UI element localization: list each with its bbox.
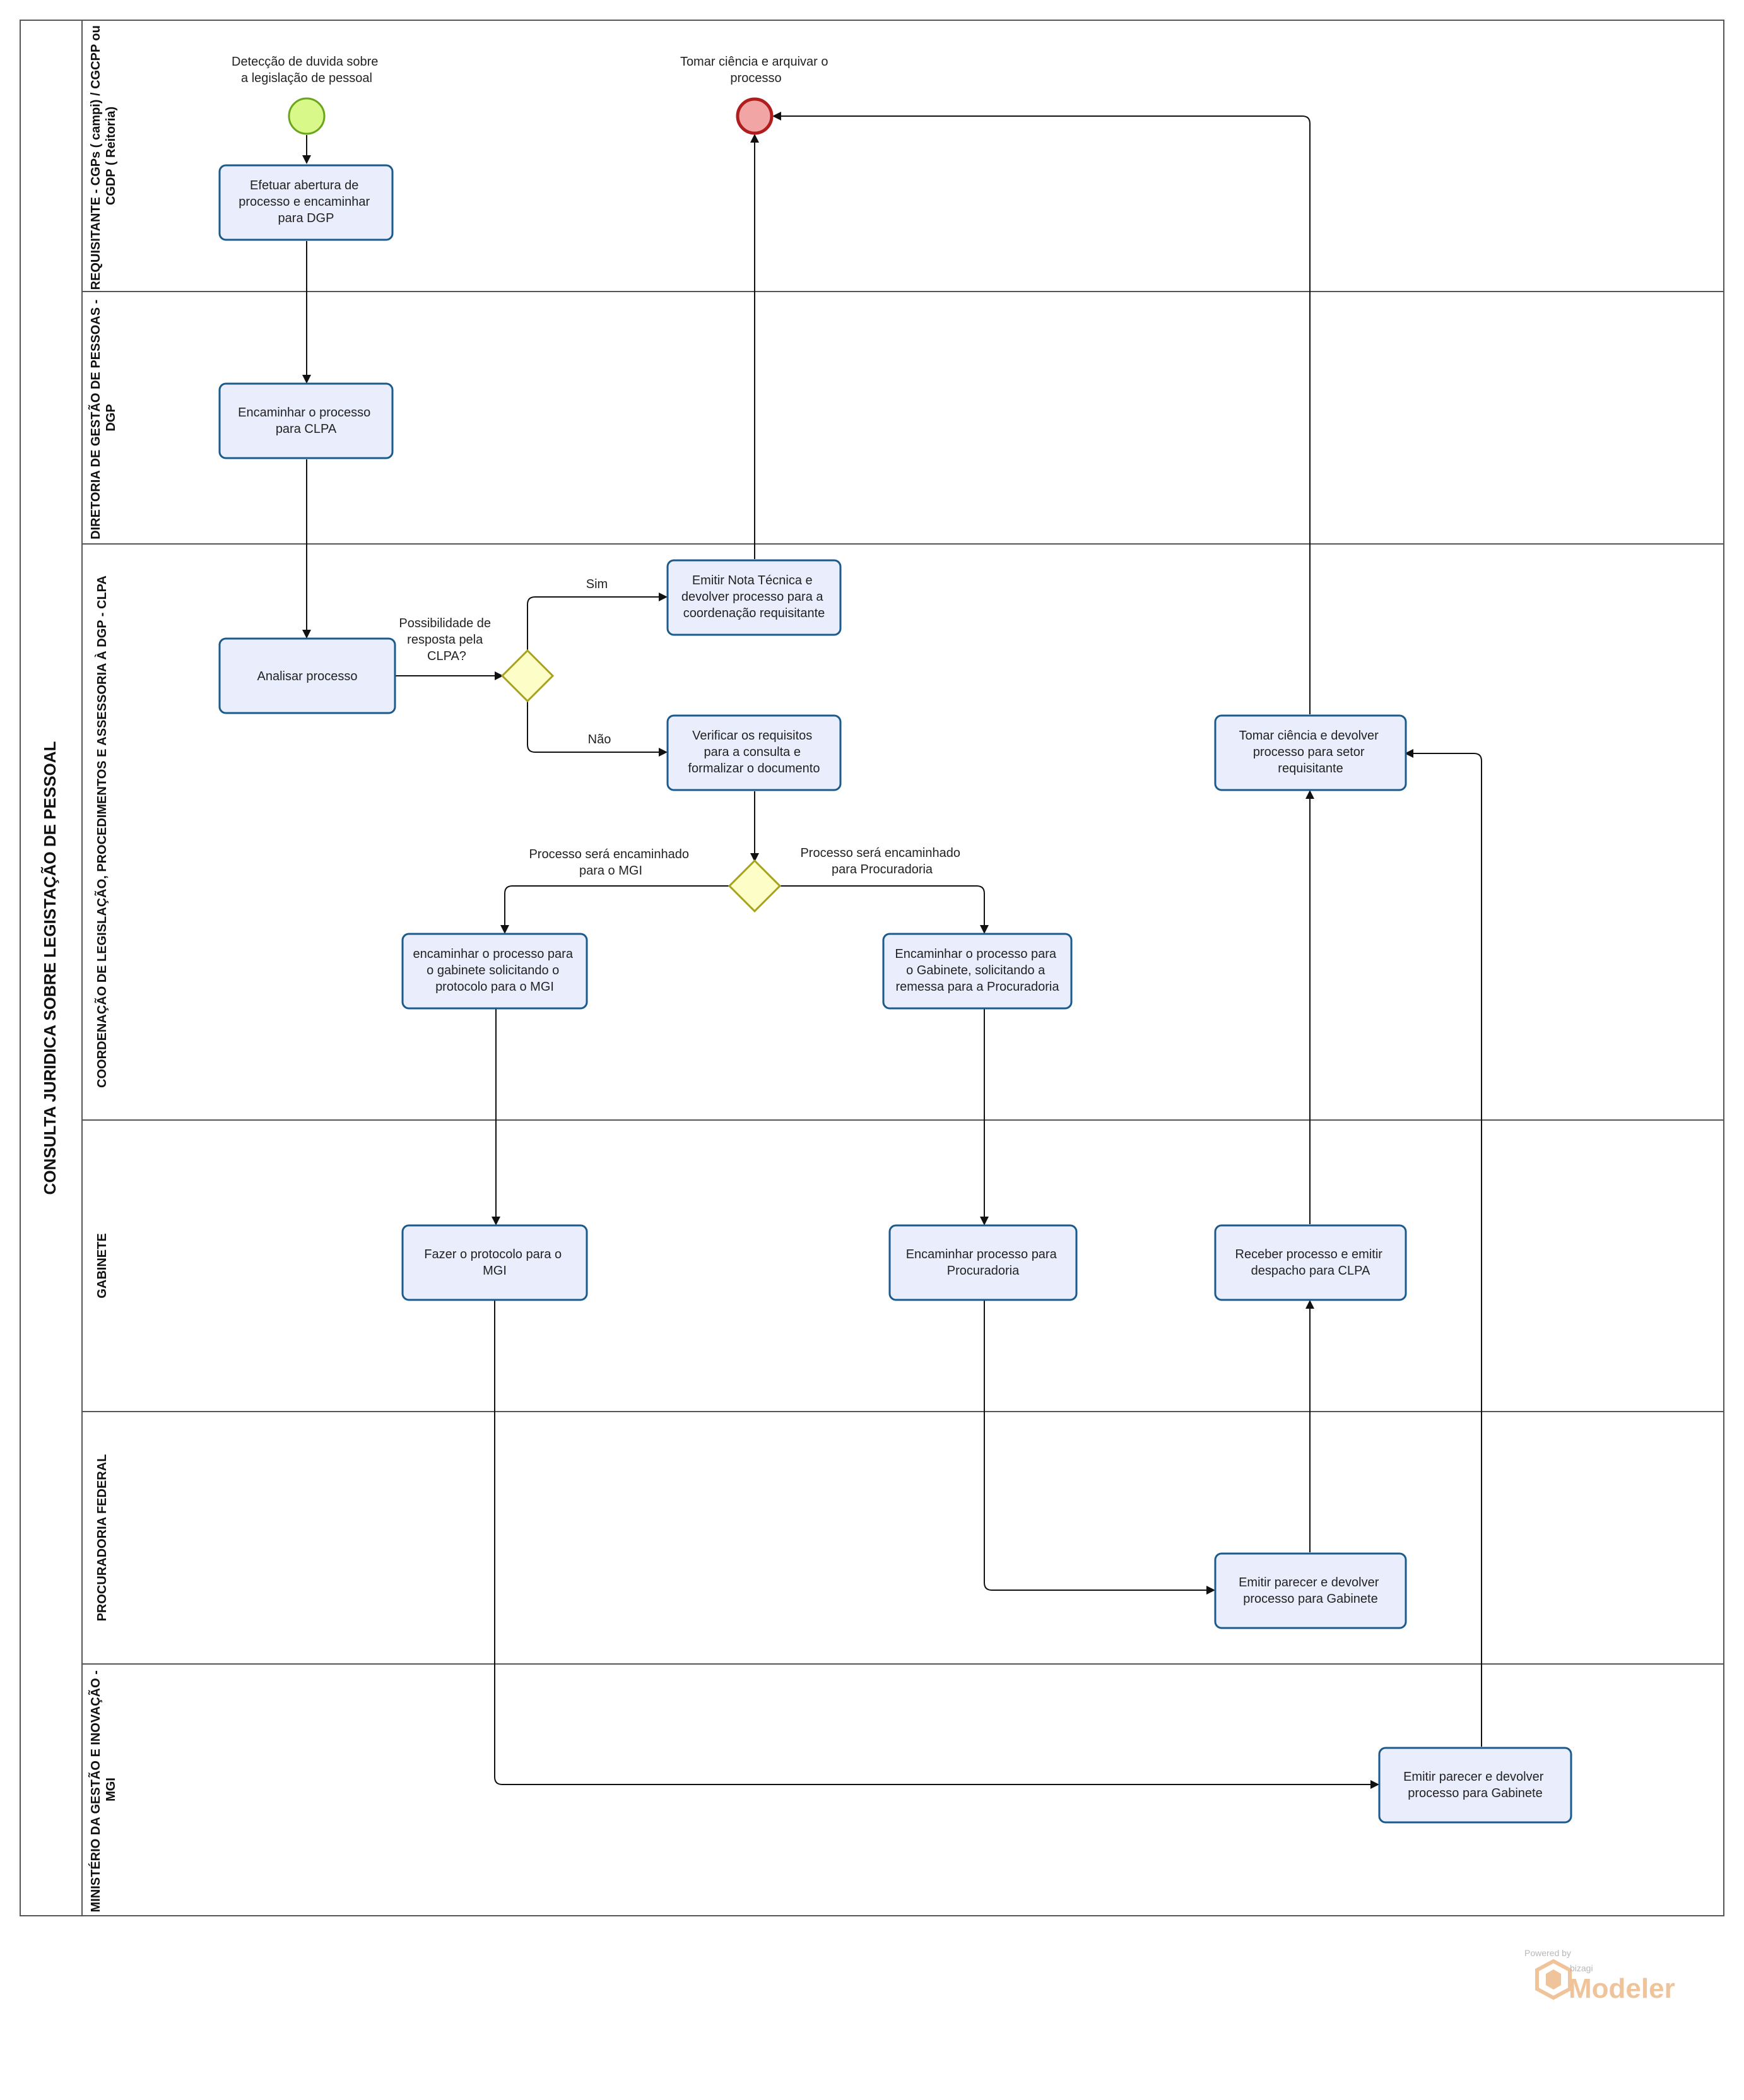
pool-border	[20, 20, 1724, 1916]
task-label: Encaminhar processo para Procuradoria	[906, 1248, 1061, 1278]
powered-by-text: Powered by	[1524, 1948, 1571, 1958]
task-tomar-ciencia[interactable]: Tomar ciência e devolver processo para s…	[1214, 714, 1407, 791]
task-box[interactable]	[1378, 1747, 1572, 1824]
flow-labels: Sim Não Processo será encaminhado para o…	[529, 577, 963, 878]
gateway-possibilidade[interactable]: Possibilidade de resposta pela CLPA?	[399, 616, 555, 703]
task-receber[interactable]: Receber processo e emitir despacho para …	[1214, 1224, 1407, 1301]
task-box[interactable]	[1214, 714, 1407, 791]
lane-label-procuradoria: PROCURADORIA FEDERAL	[95, 1454, 109, 1622]
modeler-product-text: Modeler	[1569, 1973, 1675, 2004]
task-nota-tecnica[interactable]: Emitir Nota Técnica e devolver processo …	[666, 559, 842, 636]
flow-label-nao: Não	[588, 733, 611, 746]
start-event-circle[interactable]	[288, 97, 326, 135]
task-label: Encaminhar o processo para o Gabinete, s…	[895, 947, 1059, 994]
task-box[interactable]	[888, 1224, 1078, 1301]
flow-label-sim: Sim	[586, 577, 608, 591]
end-event[interactable]: Tomar ciência e arquivar o processo	[680, 55, 832, 135]
flow-nao[interactable]	[527, 701, 668, 757]
sequence-flows	[302, 112, 1482, 1789]
task-label: Analisar processo	[257, 670, 358, 683]
lane-label-clpa: COORDENAÇÃO DE LEGISLAÇÃO, PROCEDIMENTOS…	[95, 575, 109, 1088]
end-event-label: Tomar ciência e arquivar o processo	[680, 55, 832, 85]
flow-label-procuradoria: Processo será encaminhado para Procurado…	[800, 846, 963, 876]
gateway-diamond[interactable]	[500, 649, 555, 703]
task-box[interactable]	[666, 559, 842, 636]
flow-ciencia-to-end[interactable]	[772, 112, 1311, 714]
lane-label-mgi: MINISTÉRIO DA GESTÃO E INOVAÇÃO - MGI	[88, 1667, 118, 1913]
task-label: Emitir Nota Técnica e devolver processo …	[681, 574, 827, 620]
task-gabinete-procuradoria[interactable]: Encaminhar o processo para o Gabinete, s…	[882, 933, 1073, 1010]
flow-label-mgi: Processo será encaminhado para o MGI	[529, 847, 692, 878]
task-parecer-procuradoria[interactable]: Emitir parecer e devolver processo para …	[1214, 1552, 1407, 1629]
task-label: Fazer o protocolo para o MGI	[424, 1248, 565, 1278]
bizagi-brand-text: bizagi	[1570, 1963, 1593, 1973]
gateway-label: Possibilidade de resposta pela CLPA?	[399, 616, 494, 663]
gateway-diamond[interactable]	[728, 859, 782, 913]
task-gabinete-mgi[interactable]: encaminhar o processo para o gabinete so…	[401, 933, 588, 1010]
lane-label-requisitante: REQUISITANTE - CGPs ( campi) / CGCPP ou …	[89, 22, 118, 290]
pool: CONSULTA JURIDICA SOBRE LEGISTAÇÃO DE PE…	[20, 20, 1724, 1916]
bizagi-branding: Powered by bizagi Modeler	[1524, 1948, 1675, 2004]
task-label: Emitir parecer e devolver processo para …	[1239, 1576, 1382, 1606]
start-event-label: Detecção de duvida sobre a legislação de…	[232, 55, 382, 85]
bizagi-logo-icon	[1535, 1959, 1572, 2000]
task-box[interactable]	[401, 933, 588, 1010]
flow-mgi-to-ciencia[interactable]	[1405, 749, 1482, 1747]
end-event-circle[interactable]	[736, 97, 774, 135]
task-box[interactable]	[666, 714, 842, 791]
task-box[interactable]	[218, 164, 394, 241]
task-label: Tomar ciência e devolver processo para s…	[1239, 729, 1382, 776]
flow-to-gab-mgi[interactable]	[500, 885, 729, 934]
task-label: encaminhar o processo para o gabinete so…	[413, 947, 576, 994]
task-box[interactable]	[401, 1224, 588, 1301]
task-label: Encaminhar o processo para CLPA	[238, 406, 374, 436]
task-box[interactable]	[1214, 1552, 1407, 1629]
task-label: Verificar os requisitos para a consulta …	[688, 729, 820, 776]
flow-sim[interactable]	[527, 593, 668, 651]
task-protocolo-mgi[interactable]: Fazer o protocolo para o MGI	[401, 1224, 588, 1301]
flow-to-gab-procuradoria[interactable]	[780, 885, 989, 934]
task-box[interactable]	[1214, 1224, 1407, 1301]
task-encaminhar-clpa[interactable]: Encaminhar o processo para CLPA	[218, 382, 394, 459]
flow-to-parecer-proc[interactable]	[984, 1300, 1215, 1595]
task-box[interactable]	[218, 637, 396, 714]
flow-protocolo-to-mgi[interactable]	[494, 1300, 1379, 1789]
lane-label-dgp: DIRETORIA DE GESTÃO DE PESSOAS - DGP	[88, 296, 118, 540]
task-analisar[interactable]: Analisar processo	[218, 637, 396, 714]
pool-title: CONSULTA JURIDICA SOBRE LEGISTAÇÃO DE PE…	[40, 741, 59, 1195]
task-verificar[interactable]: Verificar os requisitos para a consulta …	[666, 714, 842, 791]
task-abertura[interactable]: Efetuar abertura de processo e encaminha…	[218, 164, 394, 241]
start-event[interactable]: Detecção de duvida sobre a legislação de…	[232, 55, 382, 135]
gateway-encaminhamento[interactable]	[728, 859, 782, 913]
task-label: Efetuar abertura de processo e encaminha…	[239, 179, 373, 225]
task-label: Emitir parecer e devolver processo para …	[1403, 1770, 1547, 1800]
task-label: Receber processo e emitir despacho para …	[1235, 1248, 1386, 1278]
lane-label-gabinete: GABINETE	[95, 1233, 109, 1298]
task-box[interactable]	[882, 933, 1073, 1010]
task-enc-procuradoria[interactable]: Encaminhar processo para Procuradoria	[888, 1224, 1078, 1301]
task-box[interactable]	[218, 382, 394, 459]
task-parecer-mgi[interactable]: Emitir parecer e devolver processo para …	[1378, 1747, 1572, 1824]
